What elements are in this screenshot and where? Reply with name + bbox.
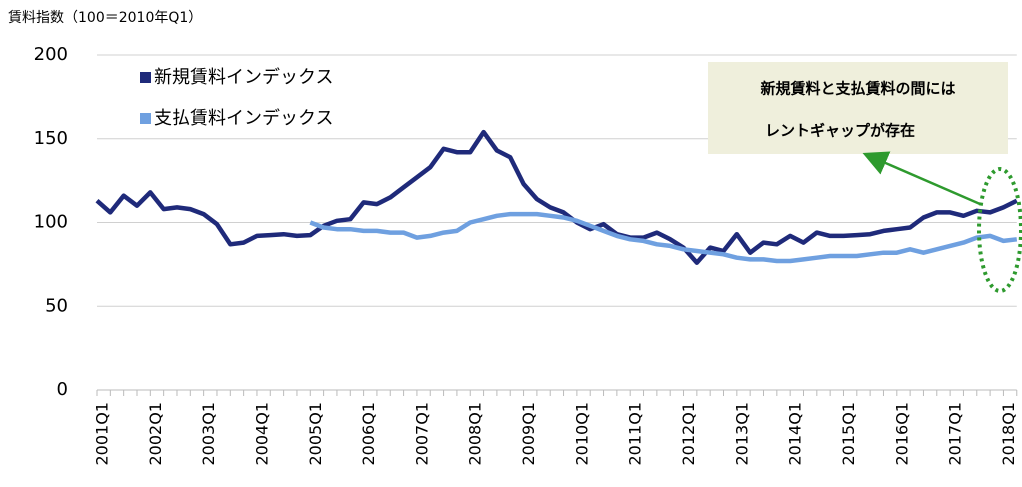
- x-tick-label: 2018Q1: [999, 402, 1018, 466]
- line-series: [95, 129, 1018, 265]
- line-series: [309, 211, 1018, 264]
- x-tick-label: 2008Q1: [466, 402, 485, 466]
- x-tick-label: 2003Q1: [199, 402, 218, 466]
- x-tick-label: 2007Q1: [412, 402, 431, 466]
- y-tick-label: 0: [57, 379, 68, 400]
- annotation-text: 新規賃料と支払賃料の間には: [760, 80, 955, 98]
- x-tick-label: 2014Q1: [786, 402, 805, 466]
- highlight-ellipse: [977, 167, 1022, 293]
- y-axis-title: 賃料指数（100＝2010年Q1）: [8, 10, 202, 26]
- x-tick-label: 2013Q1: [732, 402, 751, 466]
- x-tick-label: 2012Q1: [679, 402, 698, 466]
- x-tick-label: 2016Q1: [892, 402, 911, 466]
- legend-swatch: [140, 113, 151, 124]
- x-tick-label: 2011Q1: [626, 402, 645, 466]
- annotation-arrow: [862, 151, 981, 206]
- y-tick-label: 50: [45, 295, 68, 316]
- x-tick-label: 2004Q1: [252, 402, 271, 466]
- x-tick-label: 2010Q1: [572, 402, 591, 466]
- x-tick-label: 2002Q1: [146, 402, 165, 466]
- x-tick-label: 2006Q1: [359, 402, 378, 466]
- y-tick-label: 150: [34, 128, 68, 149]
- annotation-box: [708, 62, 1008, 154]
- legend-label: 新規賃料インデックス: [154, 67, 333, 88]
- annotation-text: レントギャップが存在: [765, 122, 915, 140]
- x-tick-label: 2001Q1: [93, 402, 112, 466]
- legend-swatch: [140, 72, 151, 83]
- x-tick-label: 2017Q1: [946, 402, 965, 466]
- x-tick-label: 2009Q1: [519, 402, 538, 466]
- y-tick-label: 100: [34, 212, 68, 233]
- legend-label: 支払賃料インデックス: [154, 108, 333, 129]
- x-tick-label: 2005Q1: [306, 402, 325, 466]
- x-tick-label: 2015Q1: [839, 402, 858, 466]
- y-tick-label: 200: [34, 44, 68, 65]
